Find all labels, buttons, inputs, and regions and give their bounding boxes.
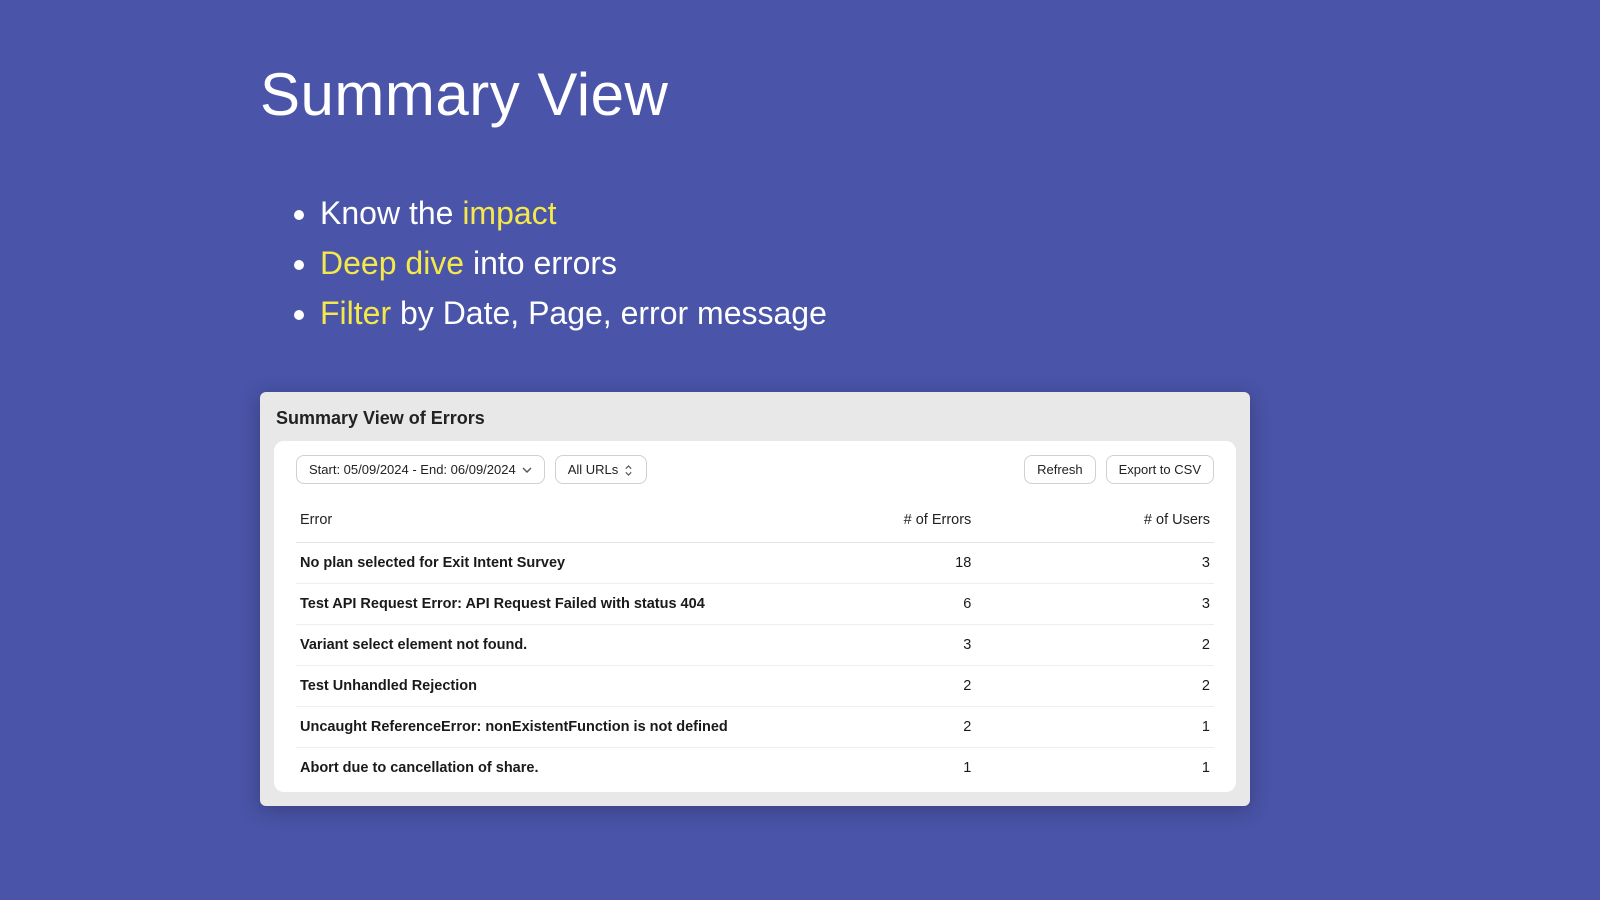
table-row[interactable]: Uncaught ReferenceError: nonExistentFunc… (296, 707, 1214, 748)
user-count-cell: 1 (975, 748, 1214, 789)
bullet-highlight: Deep dive (320, 245, 464, 281)
error-count-cell: 18 (737, 543, 976, 584)
toolbar: Start: 05/09/2024 - End: 06/09/2024 All … (296, 455, 1214, 484)
url-filter-select[interactable]: All URLs (555, 455, 648, 484)
table-row[interactable]: Test Unhandled Rejection 2 2 (296, 666, 1214, 707)
bullet-item: Filter by Date, Page, error message (320, 289, 1600, 337)
col-header-error[interactable]: Error (296, 502, 737, 543)
panel-title: Summary View of Errors (274, 404, 1236, 441)
error-count-cell: 2 (737, 707, 976, 748)
table-row[interactable]: Variant select element not found. 3 2 (296, 625, 1214, 666)
bullet-highlight: impact (462, 195, 556, 231)
user-count-cell: 3 (975, 543, 1214, 584)
error-count-cell: 3 (737, 625, 976, 666)
select-sort-icon (624, 465, 634, 475)
error-count-cell: 6 (737, 584, 976, 625)
export-csv-button[interactable]: Export to CSV (1106, 455, 1214, 484)
bullet-item: Know the impact (320, 189, 1600, 237)
table-row[interactable]: Test API Request Error: API Request Fail… (296, 584, 1214, 625)
errors-table: Error # of Errors # of Users No plan sel… (296, 502, 1214, 788)
user-count-cell: 1 (975, 707, 1214, 748)
bullet-item: Deep dive into errors (320, 239, 1600, 287)
refresh-button[interactable]: Refresh (1024, 455, 1096, 484)
errors-panel: Summary View of Errors Start: 05/09/2024… (260, 392, 1250, 806)
slide-title: Summary View (260, 60, 1600, 129)
col-header-users[interactable]: # of Users (975, 502, 1214, 543)
user-count-cell: 3 (975, 584, 1214, 625)
date-range-label: Start: 05/09/2024 - End: 06/09/2024 (309, 463, 516, 476)
table-row[interactable]: No plan selected for Exit Intent Survey … (296, 543, 1214, 584)
user-count-cell: 2 (975, 666, 1214, 707)
error-count-cell: 1 (737, 748, 976, 789)
error-message-cell: Abort due to cancellation of share. (296, 748, 737, 789)
error-count-cell: 2 (737, 666, 976, 707)
bullet-text: by Date, Page, error message (391, 295, 827, 331)
bullet-list: Know the impact Deep dive into errors Fi… (260, 189, 1600, 337)
chevron-down-icon (522, 465, 532, 475)
user-count-cell: 2 (975, 625, 1214, 666)
error-message-cell: Test Unhandled Rejection (296, 666, 737, 707)
date-range-picker[interactable]: Start: 05/09/2024 - End: 06/09/2024 (296, 455, 545, 484)
error-message-cell: No plan selected for Exit Intent Survey (296, 543, 737, 584)
table-row[interactable]: Abort due to cancellation of share. 1 1 (296, 748, 1214, 789)
url-filter-label: All URLs (568, 463, 619, 476)
bullet-text: into errors (464, 245, 617, 281)
error-message-cell: Variant select element not found. (296, 625, 737, 666)
panel-card: Start: 05/09/2024 - End: 06/09/2024 All … (274, 441, 1236, 792)
bullet-text: Know the (320, 195, 462, 231)
bullet-highlight: Filter (320, 295, 391, 331)
col-header-count[interactable]: # of Errors (737, 502, 976, 543)
error-message-cell: Uncaught ReferenceError: nonExistentFunc… (296, 707, 737, 748)
error-message-cell: Test API Request Error: API Request Fail… (296, 584, 737, 625)
